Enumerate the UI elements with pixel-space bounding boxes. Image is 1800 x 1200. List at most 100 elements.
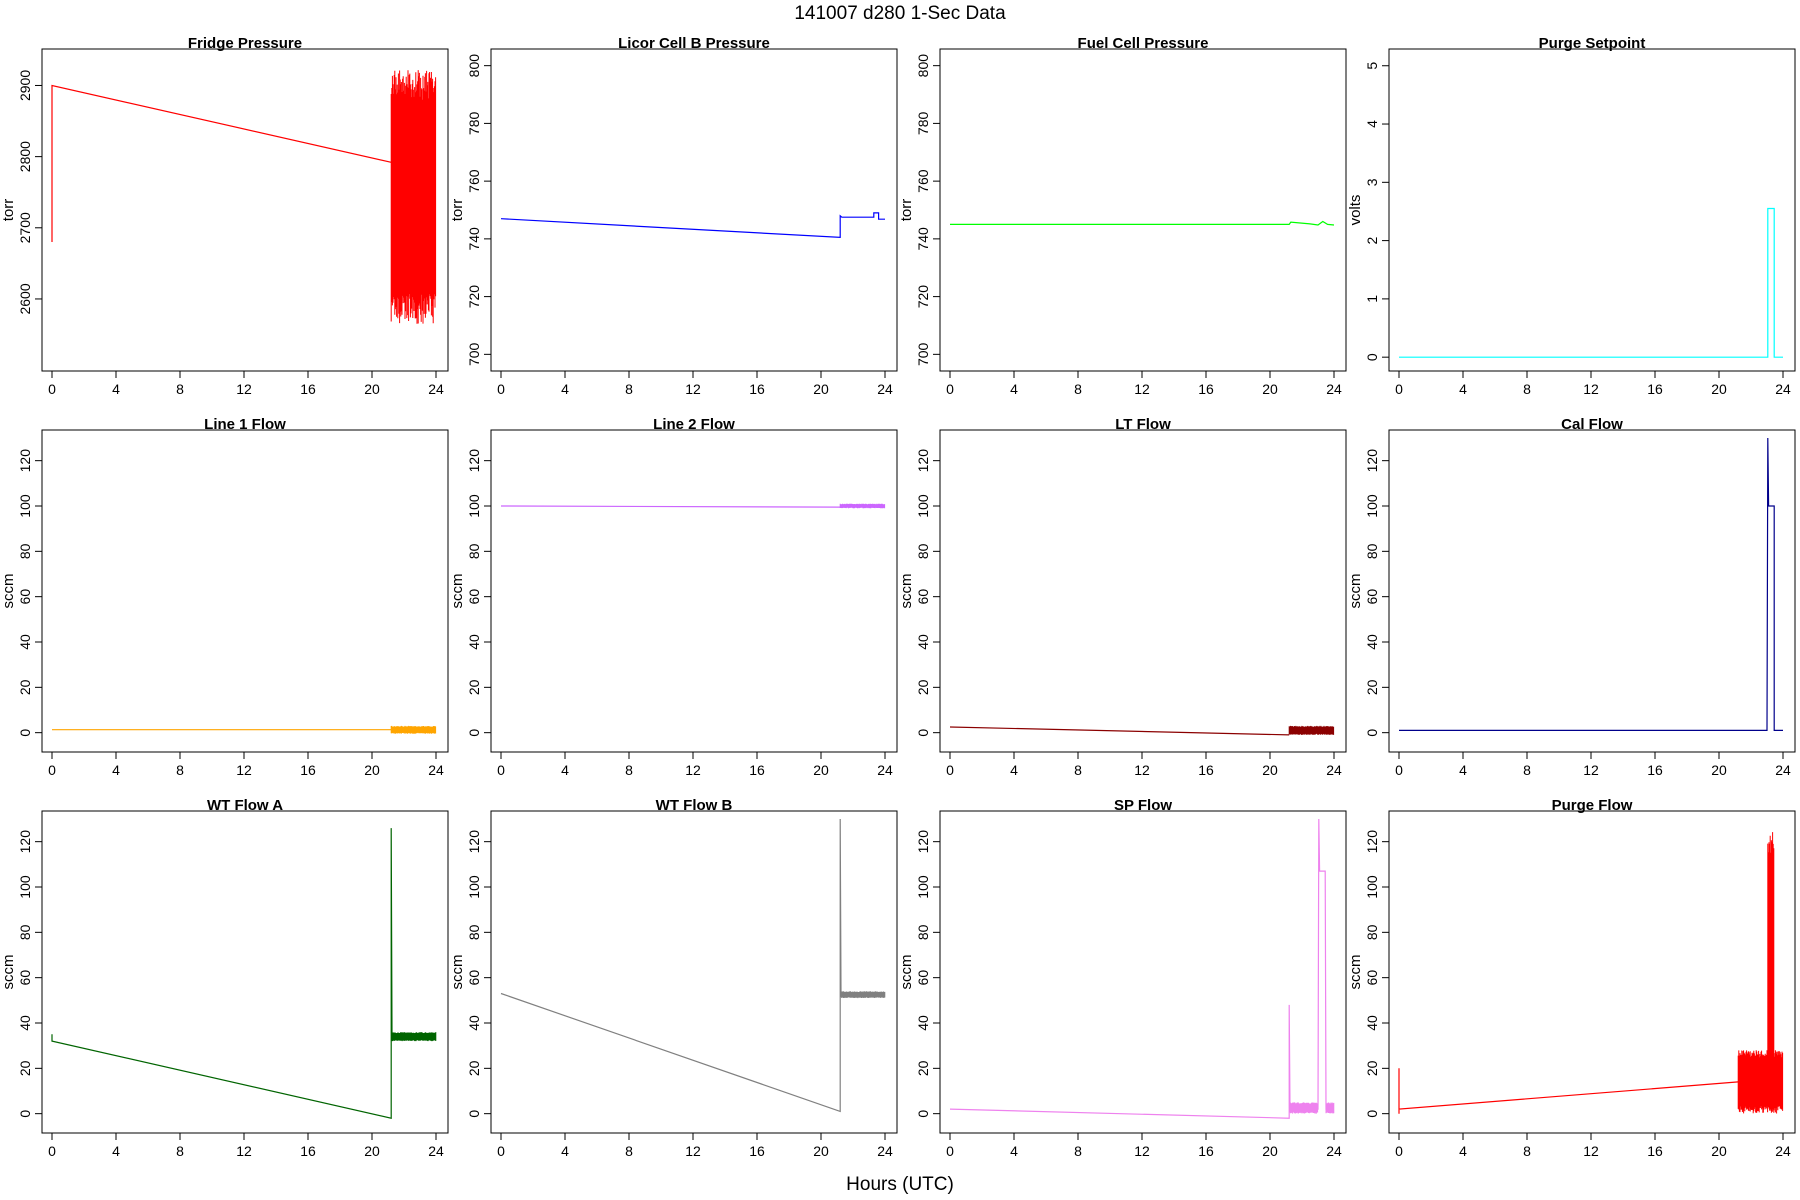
- x-tick-label: 20: [813, 762, 829, 778]
- y-axis-label: sccm: [0, 955, 17, 990]
- series-noise-band: [1325, 1102, 1335, 1114]
- y-tick-label: 100: [915, 875, 931, 899]
- x-tick-label: 12: [685, 381, 701, 397]
- series-noise-band: [1288, 725, 1335, 735]
- x-tick-label: 20: [1262, 381, 1278, 397]
- x-tick-label: 12: [1583, 381, 1599, 397]
- y-tick-label: 0: [17, 1110, 33, 1118]
- y-tick-label: 80: [466, 543, 482, 559]
- x-tick-label: 0: [1395, 381, 1403, 397]
- x-tick-label: 16: [1198, 381, 1214, 397]
- series-noise-band: [1767, 832, 1775, 1113]
- y-tick-label: 80: [1364, 543, 1380, 559]
- x-tick-label: 16: [749, 1143, 765, 1159]
- y-tick-label: 60: [1364, 970, 1380, 986]
- y-tick-label: 100: [17, 875, 33, 899]
- x-tick-label: 24: [1326, 381, 1342, 397]
- y-tick-label: 2600: [17, 283, 33, 314]
- y-tick-label: 20: [1364, 679, 1380, 695]
- y-tick-label: 740: [915, 227, 931, 251]
- y-tick-label: 120: [915, 449, 931, 473]
- y-tick-label: 40: [17, 1015, 33, 1031]
- y-tick-label: 60: [1364, 589, 1380, 605]
- y-tick-label: 100: [466, 875, 482, 899]
- x-tick-label: 12: [236, 381, 252, 397]
- series-line: [500, 212, 885, 239]
- x-tick-label: 16: [300, 1143, 316, 1159]
- y-tick-label: 100: [466, 494, 482, 518]
- x-tick-label: 24: [428, 381, 444, 397]
- y-tick-label: 780: [466, 112, 482, 136]
- y-tick-label: 80: [17, 543, 33, 559]
- y-axis-label: sccm: [449, 574, 466, 609]
- y-tick-label: 2700: [17, 212, 33, 243]
- y-tick-label: 80: [1364, 924, 1380, 940]
- y-axis-label: sccm: [898, 955, 915, 990]
- plot-area: [1399, 437, 1783, 732]
- figure-xlabel: Hours (UTC): [846, 1174, 954, 1195]
- y-tick-label: 3: [1364, 178, 1380, 186]
- x-tick-label: 16: [749, 762, 765, 778]
- x-tick-label: 4: [1010, 381, 1018, 397]
- x-tick-label: 4: [112, 1143, 120, 1159]
- plot-frame: [1388, 48, 1796, 372]
- x-tick-label: 4: [561, 381, 569, 397]
- plot-area: [500, 818, 886, 1113]
- y-tick-label: 120: [1364, 449, 1380, 473]
- plot-frame: [490, 429, 898, 753]
- panel-title: Purge Setpoint: [1539, 35, 1646, 52]
- y-tick-label: 5: [1364, 62, 1380, 70]
- x-tick-label: 8: [1523, 1143, 1531, 1159]
- y-tick-label: 20: [466, 1060, 482, 1076]
- y-tick-label: 120: [466, 830, 482, 854]
- plot-frame: [939, 48, 1347, 372]
- y-tick-label: 0: [915, 729, 931, 737]
- x-tick-label: 20: [364, 762, 380, 778]
- y-tick-label: 720: [466, 285, 482, 309]
- plot-area: [52, 725, 437, 734]
- y-tick-label: 800: [466, 54, 482, 78]
- x-tick-label: 16: [1198, 762, 1214, 778]
- series-line: [1398, 1068, 1739, 1114]
- x-tick-label: 0: [946, 762, 954, 778]
- y-tick-label: 40: [17, 634, 33, 650]
- x-tick-label: 12: [685, 1143, 701, 1159]
- x-tick-label: 16: [300, 381, 316, 397]
- plot-area: [500, 212, 885, 239]
- y-tick-label: 120: [915, 830, 931, 854]
- y-tick-label: 0: [1364, 353, 1380, 361]
- y-tick-label: 100: [915, 494, 931, 518]
- series-line: [51, 828, 393, 1119]
- y-tick-label: 80: [466, 924, 482, 940]
- x-tick-label: 24: [877, 762, 893, 778]
- panel-title: Cal Flow: [1561, 416, 1623, 433]
- series-noise-band: [1289, 1102, 1319, 1114]
- y-tick-label: 720: [915, 285, 931, 309]
- x-tick-label: 16: [300, 762, 316, 778]
- x-tick-label: 16: [1647, 1143, 1663, 1159]
- plot-frame: [41, 810, 449, 1134]
- x-tick-label: 20: [1262, 1143, 1278, 1159]
- x-tick-label: 4: [112, 381, 120, 397]
- series-noise-band: [1737, 1050, 1784, 1114]
- series-noise-band: [839, 503, 886, 509]
- chart-panel: Line 2 Flow 0 4 8 12 16 20 24 0 20 40 60 80 100 120 scc…: [449, 416, 898, 778]
- y-tick-label: 60: [915, 970, 931, 986]
- x-tick-label: 8: [1074, 1143, 1082, 1159]
- y-tick-label: 700: [915, 342, 931, 366]
- chart-panel: WT Flow A 0 4 8 12 16 20 24 0 20 40 60 80 100 120 sccm: [0, 797, 449, 1159]
- y-axis-label: torr: [449, 199, 466, 222]
- series-line: [51, 84, 392, 242]
- x-tick-label: 12: [1134, 381, 1150, 397]
- panel-title: Line 1 Flow: [204, 416, 286, 433]
- x-tick-label: 0: [48, 381, 56, 397]
- series-line: [1399, 437, 1783, 732]
- y-tick-label: 0: [17, 729, 33, 737]
- x-tick-label: 20: [813, 1143, 829, 1159]
- x-tick-label: 8: [625, 762, 633, 778]
- y-tick-label: 60: [466, 970, 482, 986]
- plot-frame: [1388, 429, 1796, 753]
- x-tick-label: 16: [1647, 381, 1663, 397]
